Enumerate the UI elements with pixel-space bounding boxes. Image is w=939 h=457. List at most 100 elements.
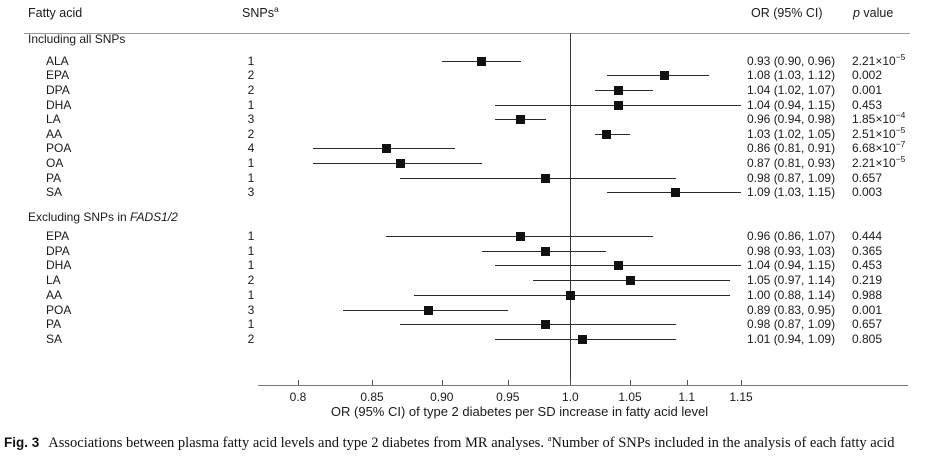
ci-line: [594, 133, 630, 135]
axis-tick-label: 0.85: [360, 390, 384, 404]
or-ci-text: 1.03 (1.02, 1.05): [747, 126, 836, 141]
row-label: LA: [46, 112, 61, 127]
axis-tick: [372, 380, 373, 385]
p-value-text: 0.657: [852, 170, 883, 185]
p-value-text: 0.805: [852, 331, 883, 346]
axis-tick: [570, 380, 572, 385]
row-snps: 1: [247, 287, 255, 302]
or-ci-text: 1.04 (1.02, 1.07): [747, 82, 836, 97]
row-snps: 1: [247, 258, 255, 273]
row-label: EPA: [46, 229, 70, 243]
row-snps: 1: [247, 229, 255, 243]
row-snps: 2: [247, 68, 255, 83]
row-label: LA: [46, 273, 61, 288]
row-label: POA: [46, 302, 72, 317]
or-ci-text: 0.98 (0.87, 1.09): [747, 317, 836, 332]
row-label: PA: [46, 317, 62, 332]
x-axis-line: [258, 385, 908, 386]
or-marker: [565, 290, 575, 300]
header-divider-rule: [24, 33, 910, 34]
or-ci-text: 0.98 (0.87, 1.09): [747, 170, 836, 185]
axis-tick-label: 1.05: [618, 390, 642, 404]
row-label: EPA: [46, 68, 70, 83]
p-value-text: 0.001: [852, 82, 883, 97]
ci-line: [594, 89, 653, 91]
section-title: Excluding SNPs in FADS1/2: [28, 210, 178, 224]
or-marker: [625, 276, 635, 286]
or-ci-text: 1.00 (0.88, 1.14): [747, 287, 836, 302]
axis-tick: [298, 380, 299, 385]
column-header-fatty-acid: Fatty acid: [28, 6, 83, 20]
or-ci-text: 0.98 (0.93, 1.03): [747, 243, 836, 258]
row-snps: 1: [247, 243, 255, 258]
p-value-text: 0.988: [852, 287, 883, 302]
row-snps: 2: [247, 126, 255, 141]
p-value-text: 0.444: [852, 229, 883, 243]
or-ci-text: 1.08 (1.03, 1.12): [747, 68, 836, 83]
axis-tick: [441, 380, 443, 385]
row-snps: 1: [247, 53, 255, 68]
column-header-snps: SNPsa: [242, 3, 279, 20]
axis-tick-label: 1.1: [678, 390, 696, 404]
row-snps: 1: [247, 170, 255, 185]
or-ci-text: 1.05 (0.97, 1.14): [747, 273, 836, 288]
p-value-text: 0.219: [852, 273, 883, 288]
axis-tick: [630, 380, 631, 385]
row-snps: 3: [247, 185, 255, 200]
column-header-p-value: p value: [853, 6, 894, 20]
or-ci-text: 1.01 (0.94, 1.09): [747, 331, 836, 346]
or-ci-text: 0.86 (0.81, 0.91): [747, 141, 836, 156]
or-marker: [671, 188, 681, 198]
or-marker: [516, 115, 526, 125]
or-marker: [423, 305, 433, 315]
row-snps: 3: [247, 302, 255, 317]
axis-tick-label: 0.8: [289, 390, 307, 404]
p-value-text: 1.85×10−4: [852, 110, 906, 127]
p-value-text: 2.21×10−5: [852, 51, 906, 68]
row-snps: 4: [247, 141, 255, 156]
p-value-text: 0.453: [852, 97, 883, 112]
or-marker: [381, 144, 391, 154]
p-value-text: 0.657: [852, 317, 883, 332]
or-ci-text: 0.96 (0.94, 0.98): [747, 112, 836, 127]
ci-line: [606, 75, 709, 77]
axis-tick-label: 1.15: [729, 390, 753, 404]
reference-line-or-1: [570, 33, 571, 385]
or-marker: [541, 320, 551, 330]
row-label: ALA: [46, 53, 69, 68]
row-snps: 2: [247, 331, 255, 346]
axis-tick-label: 1.0: [562, 390, 579, 404]
row-snps: 1: [247, 156, 255, 171]
p-value-text: 0.002: [852, 68, 883, 83]
row-label: SA: [46, 331, 63, 346]
row-snps: 3: [247, 112, 255, 127]
snps-footnote-marker: a: [273, 3, 279, 14]
row-label: AA: [46, 287, 63, 302]
row-snps: 1: [247, 97, 255, 112]
p-value-text: 0.003: [852, 185, 883, 200]
row-label: DHA: [46, 97, 72, 112]
axis-tick: [686, 380, 688, 385]
or-marker: [578, 334, 587, 344]
row-label: PA: [46, 170, 62, 185]
axis-tick-label: 0.90: [430, 390, 454, 404]
p-value-text: 2.21×10−5: [852, 154, 906, 171]
axis-tick: [507, 380, 509, 385]
p-value-text: 0.453: [852, 258, 883, 273]
or-marker: [541, 246, 551, 256]
or-marker: [541, 173, 551, 183]
or-ci-text: 0.89 (0.83, 0.95): [747, 302, 836, 317]
row-label: DPA: [46, 243, 70, 258]
ci-line: [400, 324, 676, 326]
row-label: SA: [46, 185, 63, 200]
row-label: POA: [46, 141, 72, 156]
row-label: OA: [46, 156, 64, 171]
row-snps: 1: [247, 317, 255, 332]
caption-footnote-marker: a: [547, 433, 552, 444]
or-marker: [516, 232, 526, 241]
or-marker: [613, 100, 623, 110]
or-marker: [613, 261, 623, 271]
or-ci-text: 1.04 (0.94, 1.15): [747, 258, 836, 273]
or-marker: [395, 159, 405, 169]
